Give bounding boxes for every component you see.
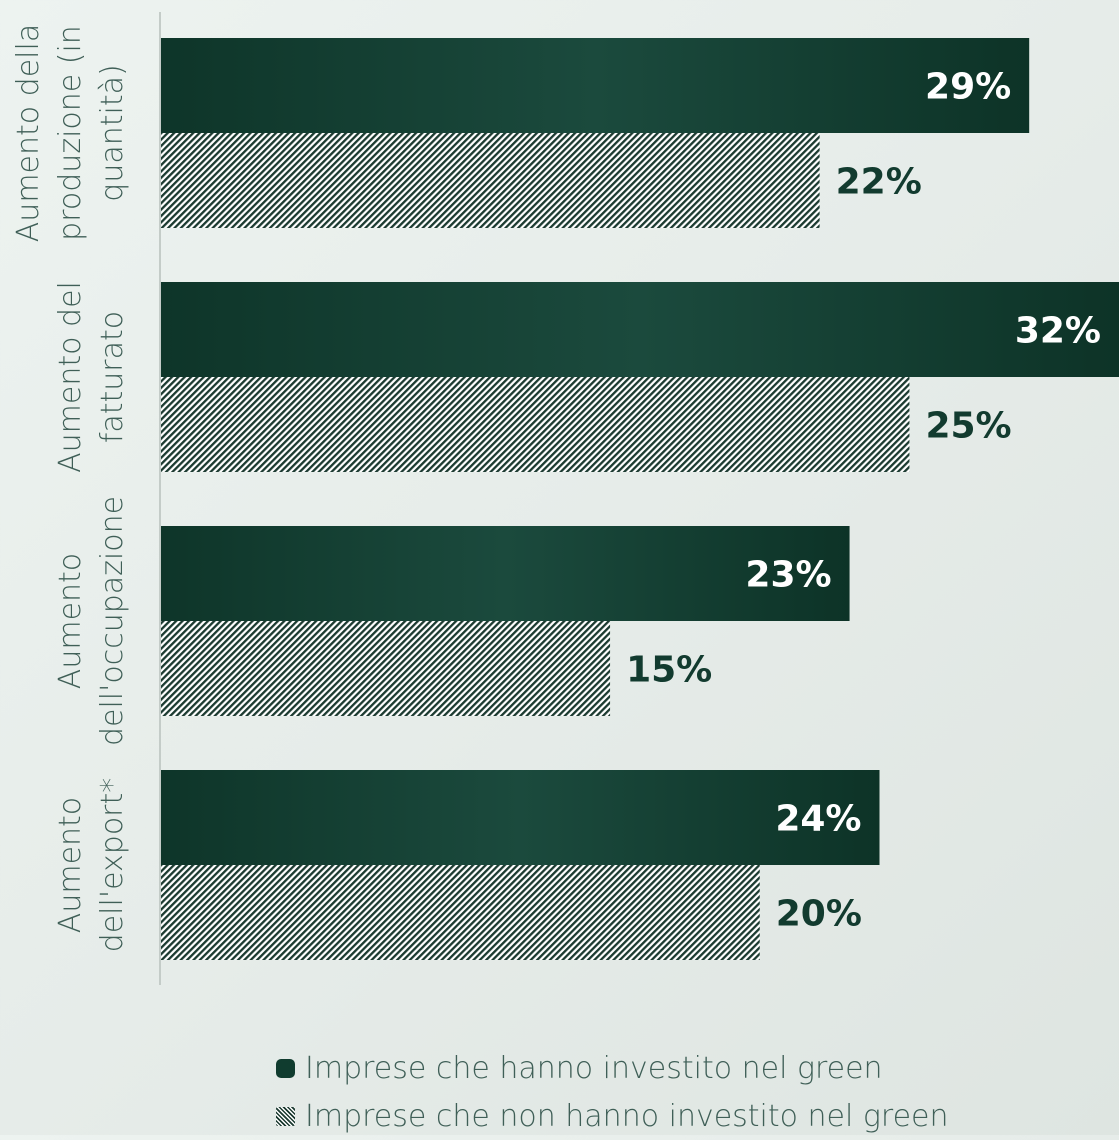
- category-label-3-line-1: dell'export*: [95, 778, 130, 953]
- category-label-1-line-1: fatturato: [95, 311, 130, 443]
- legend: Imprese che hanno investito nel green Im…: [276, 1044, 949, 1140]
- category-label-2-line-1: dell'occupazione: [95, 496, 130, 746]
- category-label-0: Aumento della produzione (in quantità): [11, 24, 130, 242]
- category-label-0-line-1: produzione (in: [53, 25, 88, 241]
- category-label-2-line-0: Aumento: [53, 553, 88, 689]
- bar-chart: 29% 22% 32% 25% 23% 15% 24% 20% Aumento della pr…: [11, 12, 1119, 985]
- category-label-2: Aumento dell'occupazione: [53, 496, 130, 746]
- value-label-investito-2: 23%: [745, 555, 831, 596]
- bar-non-investito-0: [161, 133, 820, 228]
- category-label-1: Aumento del fatturato: [53, 281, 130, 473]
- value-label-investito-3: 24%: [775, 799, 861, 840]
- value-label-non-investito-0: 22%: [836, 162, 922, 203]
- legend-label-non-investito: Imprese che non hanno investito nel gree…: [305, 1098, 949, 1134]
- bar-investito-0: [161, 38, 1030, 133]
- bar-investito-2: [161, 526, 850, 621]
- value-label-non-investito-2: 15%: [626, 650, 712, 691]
- value-label-non-investito-1: 25%: [925, 406, 1011, 447]
- category-label-0-line-0: Aumento della: [11, 24, 46, 242]
- value-label-non-investito-3: 20%: [776, 894, 862, 935]
- category-label-1-line-0: Aumento del: [53, 281, 88, 473]
- legend-item-investito: Imprese che hanno investito nel green: [276, 1044, 949, 1092]
- legend-item-non-investito: Imprese che non hanno investito nel gree…: [276, 1092, 949, 1140]
- value-label-investito-1: 32%: [1015, 311, 1101, 352]
- bar-non-investito-1: [161, 377, 910, 472]
- category-label-3: Aumento dell'export*: [53, 778, 130, 953]
- legend-swatch-solid: [276, 1058, 295, 1078]
- bar-investito-1: [161, 282, 1119, 377]
- legend-swatch-hatched: [276, 1106, 295, 1126]
- category-label-0-line-2: quantità): [95, 64, 130, 201]
- value-label-investito-0: 29%: [925, 67, 1011, 108]
- category-label-3-line-0: Aumento: [53, 797, 88, 933]
- bar-investito-3: [161, 770, 880, 865]
- bar-non-investito-3: [161, 865, 760, 960]
- legend-label-investito: Imprese che hanno investito nel green: [305, 1050, 883, 1086]
- bar-non-investito-2: [161, 621, 611, 716]
